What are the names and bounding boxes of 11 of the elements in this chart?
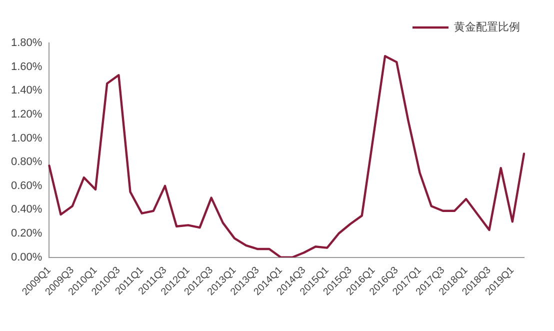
y-tick-label: 0.40% (10, 204, 42, 216)
y-tick-label: 1.20% (10, 108, 42, 120)
y-tick-label: 1.80% (10, 37, 42, 50)
y-tick-label: 0.20% (10, 228, 42, 240)
y-tick-label: 1.40% (10, 84, 42, 97)
y-tick-label: 1.60% (10, 60, 42, 73)
y-tick-label: 1.00% (10, 132, 42, 144)
legend-label: 黄金配置比例 (454, 20, 520, 34)
y-tick-label: 0.00% (10, 251, 42, 264)
y-tick-label: 0.60% (10, 180, 42, 192)
y-tick-label: 0.80% (10, 156, 42, 168)
